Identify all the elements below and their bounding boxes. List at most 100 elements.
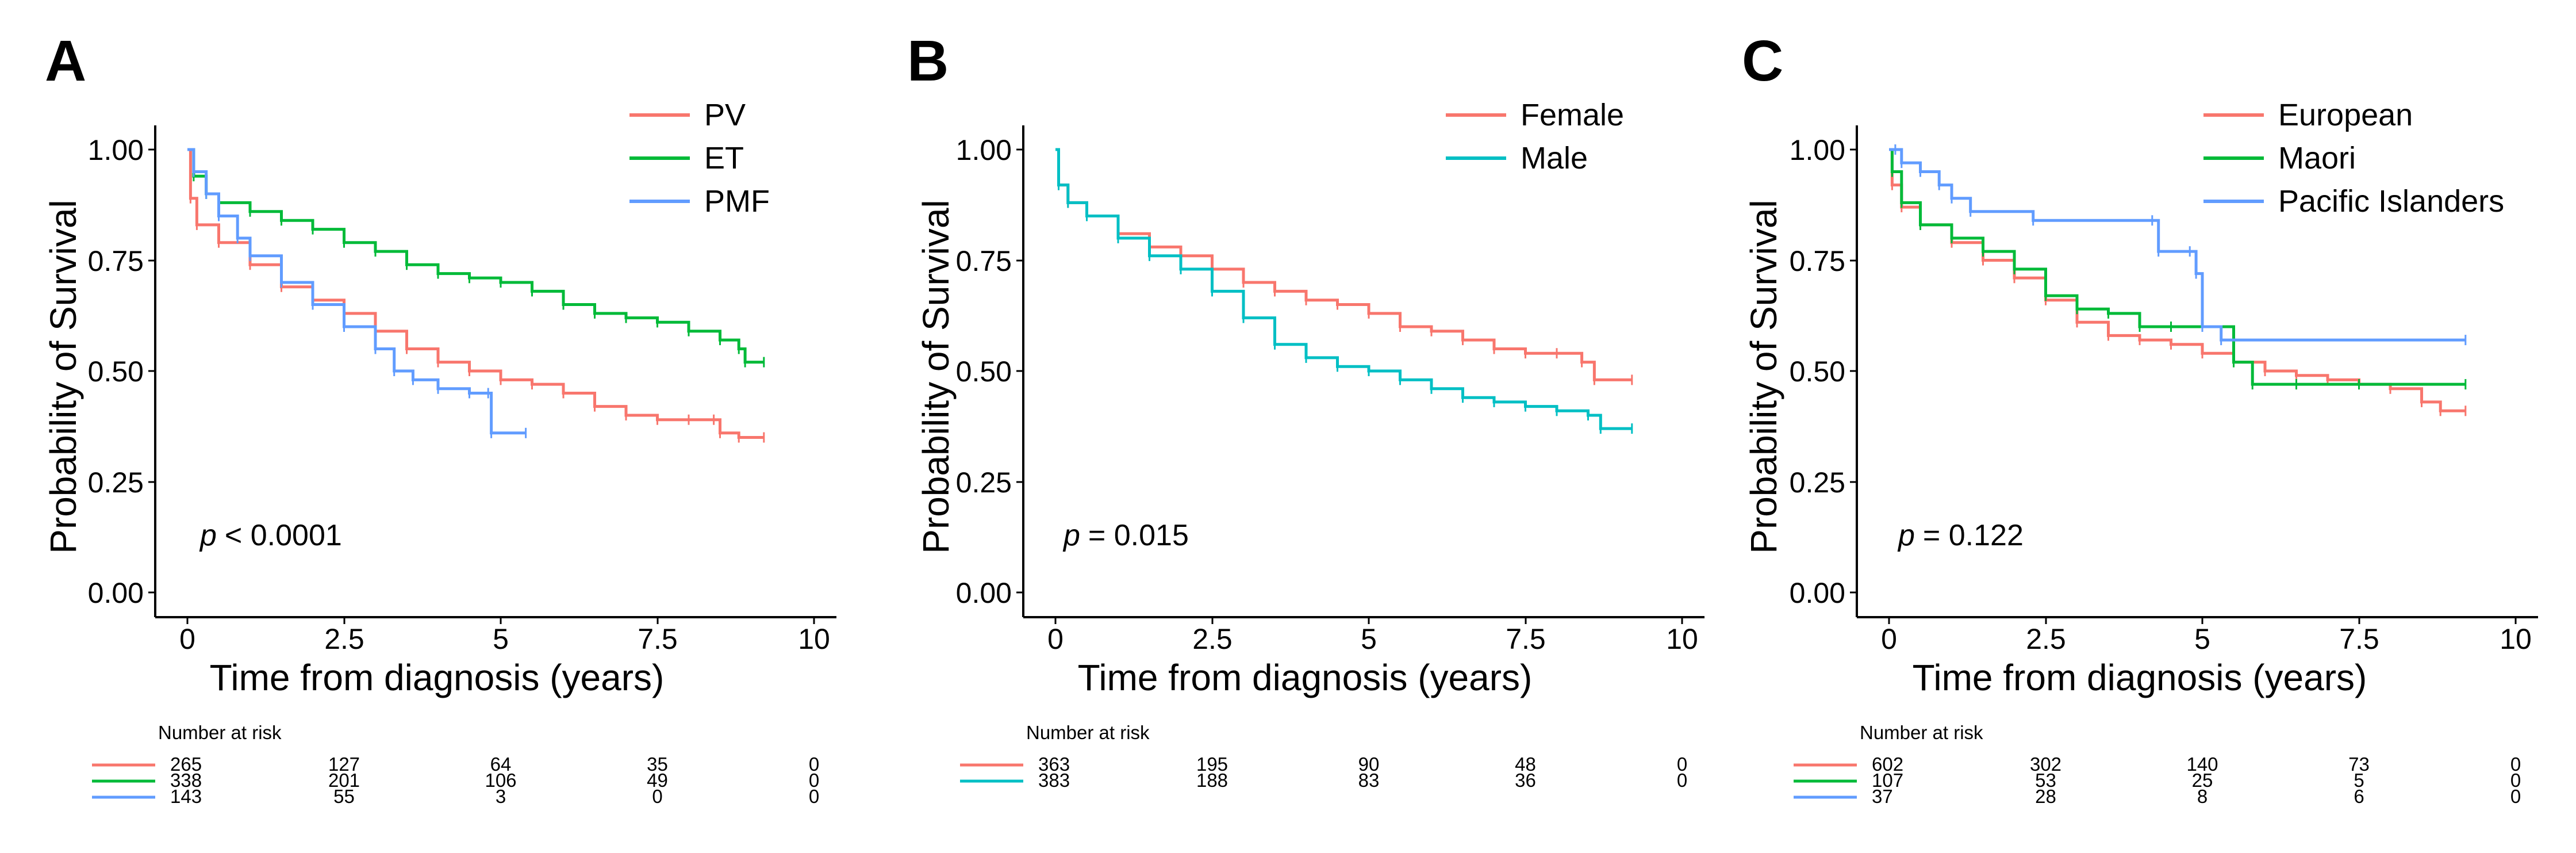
y-axis-label: Probability of Survival — [43, 200, 84, 553]
y-tick-label: 0.25 — [1790, 466, 1845, 499]
risk-count: 3 — [496, 786, 506, 807]
y-tick-label: 0.50 — [956, 355, 1012, 388]
p-value-annotation: p = 0.015 — [1062, 519, 1189, 552]
y-tick-label: 0.75 — [88, 245, 144, 277]
risk-count: 143 — [170, 786, 202, 807]
y-tick-label: 0.25 — [88, 466, 144, 499]
series-lines — [1055, 148, 1633, 434]
x-axis-label: Time from diagnosis (years) — [210, 657, 665, 698]
p-value-symbol: p — [199, 519, 217, 552]
y-tick-label: 0.00 — [1790, 577, 1845, 609]
risk-count: 64 — [490, 753, 512, 775]
x-tick-label: 10 — [2500, 623, 2532, 655]
risk-count: 0 — [1677, 770, 1687, 791]
risk-count: 53 — [2035, 770, 2056, 791]
risk-count: 28 — [2035, 786, 2056, 807]
x-tick-label: 7.5 — [2339, 623, 2379, 655]
survival-curve-pacific-islanders — [1889, 148, 2466, 342]
x-ticks: 0 2.5 5 7.5 10 — [1047, 617, 1698, 655]
legend: PV ET PMF — [629, 98, 770, 219]
x-ticks: 0 2.5 5 7.5 10 — [1881, 617, 2532, 655]
legend-label-pmf: PMF — [704, 184, 770, 219]
y-tick-label: 1.00 — [956, 134, 1012, 166]
risk-count: 0 — [1677, 753, 1687, 775]
risk-table-title: Number at risk — [158, 722, 282, 743]
risk-count: 8 — [2197, 786, 2208, 807]
legend-label-pacific-islanders: Pacific Islanders — [2278, 184, 2504, 219]
y-tick-label: 0.00 — [956, 577, 1012, 609]
risk-count: 0 — [2510, 786, 2521, 807]
p-value-annotation: p < 0.0001 — [199, 519, 342, 552]
x-axis-label: Time from diagnosis (years) — [1078, 657, 1533, 698]
risk-table: Number at risk 363 195 90 48 0 383 188 83 36 0 — [960, 722, 1687, 791]
y-tick-label: 0.00 — [88, 577, 144, 609]
survival-curve-maori — [1889, 148, 2466, 386]
panel-letter: C — [1742, 29, 1783, 93]
x-ticks: 0 2.5 5 7.5 10 — [179, 617, 830, 655]
risk-count: 201 — [328, 770, 360, 791]
survival-curve-female — [1055, 148, 1632, 381]
x-tick-label: 7.5 — [1506, 623, 1546, 655]
x-tick-label: 7.5 — [638, 623, 678, 655]
risk-count: 0 — [809, 753, 819, 775]
p-value-symbol: p — [1897, 519, 1915, 552]
x-tick-label: 5 — [493, 623, 509, 655]
risk-table-rows: 602 302 140 73 0 107 53 25 5 0 37 28 8 6 0 — [1794, 753, 2521, 807]
risk-count: 37 — [1872, 786, 1893, 807]
risk-count: 25 — [2192, 770, 2213, 791]
risk-table-rows: 363 195 90 48 0 383 188 83 36 0 — [960, 753, 1687, 791]
series-lines — [187, 148, 765, 443]
p-value-text: = 0.015 — [1088, 519, 1189, 552]
y-tick-label: 0.50 — [1790, 355, 1845, 388]
y-tick-label: 0.75 — [956, 245, 1012, 277]
x-tick-label: 0 — [1881, 623, 1897, 655]
risk-count: 5 — [2354, 770, 2364, 791]
risk-count: 0 — [652, 786, 662, 807]
risk-count: 36 — [1515, 770, 1536, 791]
survival-curve-male — [1055, 148, 1632, 430]
risk-count: 0 — [2510, 770, 2521, 791]
y-ticks: 0.00 0.25 0.50 0.75 1.00 — [88, 134, 155, 609]
risk-count: 363 — [1038, 753, 1070, 775]
survival-curve-pv — [187, 148, 764, 439]
risk-count: 302 — [2030, 753, 2061, 775]
p-value-text: < 0.0001 — [225, 519, 342, 552]
x-tick-label: 10 — [1666, 623, 1698, 655]
panel-letter: B — [907, 29, 949, 93]
risk-count: 48 — [1515, 753, 1536, 775]
x-tick-label: 2.5 — [1192, 623, 1233, 655]
x-tick-label: 5 — [2194, 623, 2210, 655]
risk-table-title: Number at risk — [1026, 722, 1150, 743]
x-tick-label: 10 — [798, 623, 830, 655]
risk-count: 0 — [809, 770, 819, 791]
p-value-annotation: p = 0.122 — [1897, 519, 2024, 552]
series-lines — [1889, 144, 2467, 416]
survival-curve-pmf — [187, 148, 526, 435]
legend-label-male: Male — [1521, 141, 1588, 175]
risk-count: 188 — [1196, 770, 1228, 791]
risk-count: 90 — [1358, 753, 1380, 775]
x-tick-label: 2.5 — [2026, 623, 2066, 655]
y-ticks: 0.00 0.25 0.50 0.75 1.00 — [1790, 134, 1857, 609]
risk-count: 338 — [170, 770, 202, 791]
y-tick-label: 0.25 — [956, 466, 1012, 499]
risk-count: 6 — [2354, 786, 2364, 807]
risk-count: 383 — [1038, 770, 1070, 791]
risk-count: 49 — [647, 770, 668, 791]
risk-count: 602 — [1872, 753, 1903, 775]
x-tick-label: 5 — [1361, 623, 1377, 655]
legend-label-maori: Maori — [2278, 141, 2356, 175]
risk-count: 0 — [2510, 753, 2521, 775]
y-tick-label: 0.50 — [88, 355, 144, 388]
risk-count: 0 — [809, 786, 819, 807]
panel-a: A Probability of Survival Time from diag… — [43, 29, 836, 807]
risk-count: 265 — [170, 753, 202, 775]
x-tick-label: 0 — [1047, 623, 1064, 655]
x-tick-label: 2.5 — [324, 623, 364, 655]
legend-label-european: European — [2278, 98, 2413, 132]
risk-count: 83 — [1358, 770, 1380, 791]
risk-count: 127 — [328, 753, 360, 775]
